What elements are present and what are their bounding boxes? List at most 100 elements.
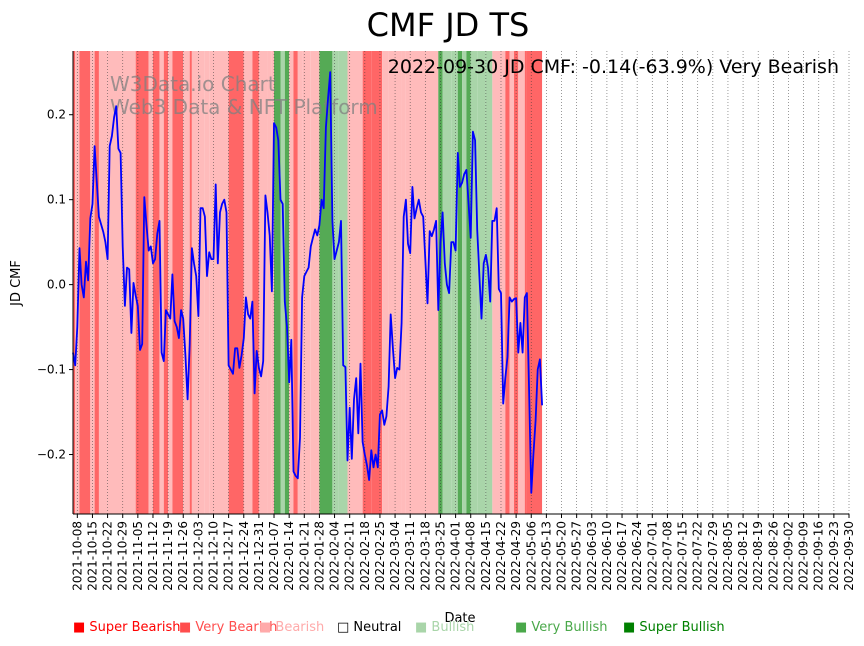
x-tick-label: 2021-10-29: [116, 521, 130, 591]
legend-neutral: □ Neutral: [337, 620, 402, 635]
x-tick-label: 2022-04-01: [449, 521, 463, 591]
x-tick-label: 2021-11-19: [161, 521, 175, 591]
y-tick-label: 0.1: [47, 193, 66, 207]
regime-band: [152, 51, 160, 514]
x-tick-label: 2022-07-08: [660, 521, 674, 591]
regime-band: [371, 51, 383, 514]
regime-band: [271, 51, 275, 514]
legend-very-bearish: ■ Very Bearish: [179, 620, 278, 635]
x-tick-label: 2022-03-18: [418, 521, 432, 591]
vertical-gridlines: [76, 51, 850, 514]
watermark-line-1: W3Data.io Chart: [110, 72, 276, 96]
axes: [72, 51, 849, 515]
x-tick-label: 2021-11-26: [176, 521, 190, 591]
regime-band: [267, 51, 272, 514]
x-tick-label: 2022-05-20: [555, 521, 569, 591]
watermark: W3Data.io Chart Web3 Data & NFT Platform: [110, 72, 378, 119]
x-tick-label: 2022-06-10: [600, 521, 614, 591]
series-layer: [72, 71, 543, 494]
legend-bullish: ■ Bullish: [415, 620, 475, 635]
regime-band: [258, 51, 268, 514]
regime-band: [172, 51, 184, 514]
regime-band: [470, 51, 478, 514]
x-tick-label: 2022-02-18: [358, 521, 372, 591]
regime-band: [98, 51, 108, 514]
x-tick-label: 2022-07-29: [706, 521, 720, 591]
x-tick-label: 2022-01-28: [312, 521, 326, 591]
x-tick-label: 2022-09-16: [812, 521, 826, 591]
x-tick-label: 2021-10-08: [70, 521, 84, 591]
cmf-series-line: [72, 71, 543, 494]
regime-band: [518, 51, 525, 514]
x-tick-label: 2022-04-15: [479, 521, 493, 591]
x-tick-label: 2022-09-30: [842, 521, 856, 591]
regime-band: [457, 51, 463, 514]
regime-band: [332, 51, 339, 514]
x-tick-label: 2022-04-29: [509, 521, 523, 591]
x-tick-label: 2022-08-19: [751, 521, 765, 591]
y-ticks: −0.2 −0.1 0.0 0.1 0.2: [37, 108, 73, 462]
x-tick-label: 2022-08-26: [766, 521, 780, 591]
x-ticks: 2021-10-08 2021-10-15 2021-10-22 2021-10-29…: [70, 514, 856, 591]
regime-band: [477, 51, 486, 514]
y-axis-label: JD CMF: [9, 260, 24, 307]
x-tick-label: 2022-05-06: [524, 521, 538, 591]
x-tick-label: 2022-02-11: [343, 521, 357, 591]
x-tick-label: 2021-12-31: [252, 521, 266, 591]
regime-band: [405, 51, 439, 514]
regime-band: [183, 51, 190, 514]
regime-band: [135, 51, 149, 514]
x-tick-label: 2022-02-25: [373, 521, 387, 591]
legend-bearish: ■ Bearish: [259, 620, 325, 635]
legend-very-bullish: ■ Very Bullish: [515, 620, 608, 635]
regime-band: [289, 51, 294, 514]
x-axis-label: Date: [444, 611, 475, 626]
x-tick-label: 2022-09-09: [797, 521, 811, 591]
x-tick-label: 2022-04-08: [464, 521, 478, 591]
legend-super-bearish: ■ Super Bearish: [73, 620, 181, 635]
y-tick-label: −0.2: [37, 448, 66, 462]
regime-band: [338, 51, 348, 514]
regime-band: [310, 51, 320, 514]
regime-band: [293, 51, 298, 514]
x-tick-label: 2022-01-14: [282, 521, 296, 591]
x-tick-label: 2022-07-15: [676, 521, 690, 591]
regime-band: [228, 51, 244, 514]
x-tick-label: 2022-03-25: [433, 521, 447, 591]
y-tick-label: 0.0: [47, 278, 66, 292]
x-tick-label: 2022-02-04: [328, 521, 342, 591]
regime-band: [462, 51, 467, 514]
regime-band: [107, 51, 136, 514]
y-tick-label: 0.2: [47, 108, 66, 122]
x-tick-label: 2022-08-05: [721, 521, 735, 591]
regime-band: [451, 51, 458, 514]
y-tick-label: −0.1: [37, 363, 66, 377]
regime-band: [284, 51, 290, 514]
regime-band: [168, 51, 173, 514]
x-tick-label: 2022-09-23: [827, 521, 841, 591]
x-tick-label: 2022-09-02: [781, 521, 795, 591]
x-tick-label: 2021-11-12: [146, 521, 160, 591]
x-tick-label: 2021-10-15: [85, 521, 99, 591]
x-tick-label: 2022-07-22: [691, 521, 705, 591]
regime-band: [204, 51, 210, 514]
watermark-line-2: Web3 Data & NFT Platform: [110, 95, 378, 119]
regime-band: [163, 51, 169, 514]
x-tick-label: 2021-12-10: [207, 521, 221, 591]
x-tick-label: 2021-12-24: [237, 521, 251, 591]
regime-band: [466, 51, 471, 514]
latest-value-annotation: 2022-09-30 JD CMF: -0.14(-63.9%) Very Be…: [388, 56, 839, 78]
regime-band: [243, 51, 253, 514]
x-tick-label: 2022-03-04: [388, 521, 402, 591]
regime-band: [209, 51, 229, 514]
x-tick-label: 2022-06-03: [585, 521, 599, 591]
x-tick-label: 2022-05-13: [539, 521, 553, 591]
regime-band: [382, 51, 389, 514]
regime-band: [362, 51, 372, 514]
x-tick-label: 2022-01-21: [297, 521, 311, 591]
x-tick-label: 2021-11-05: [131, 521, 145, 591]
x-tick-label: 2021-12-17: [222, 521, 236, 591]
x-tick-label: 2022-06-24: [630, 521, 644, 591]
regime-band: [280, 51, 285, 514]
